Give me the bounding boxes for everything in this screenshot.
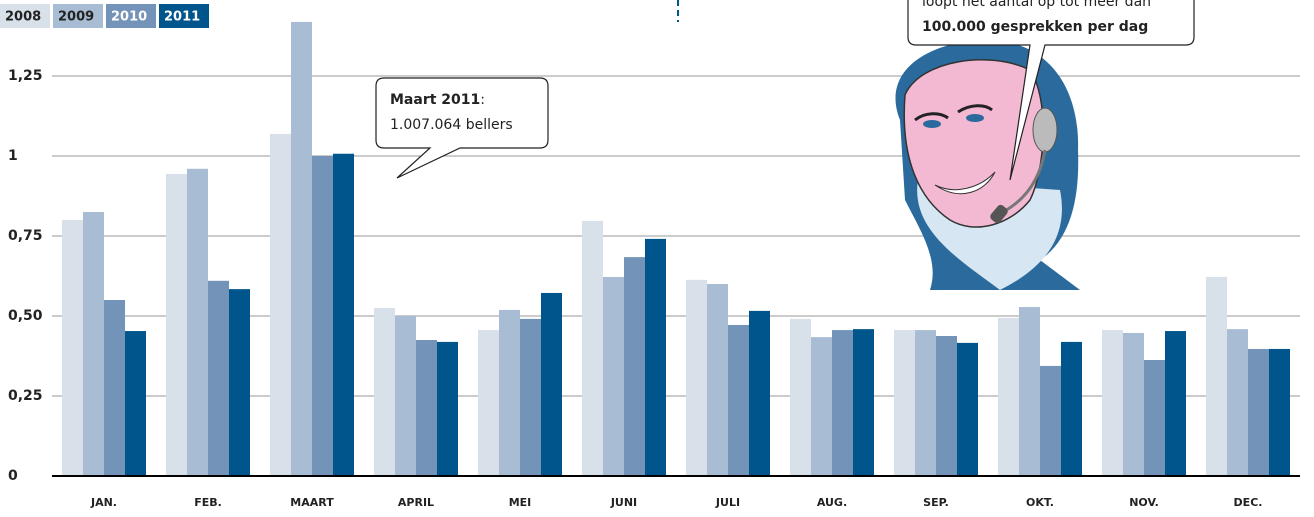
x-tick-label: AUG.: [817, 496, 847, 509]
bar: [125, 331, 146, 476]
x-tick-label: NOV.: [1129, 496, 1159, 509]
y-tick-label: 1,25: [8, 68, 43, 84]
bar: [166, 174, 187, 476]
bar: [645, 239, 666, 476]
bar: [707, 284, 728, 476]
y-tick-label: 0: [8, 468, 18, 484]
bar: [894, 330, 915, 476]
legend-label: 2011: [164, 10, 200, 25]
bar: [1102, 330, 1123, 476]
bar: [499, 310, 520, 476]
bar: [686, 280, 707, 476]
bar: [395, 316, 416, 476]
bar: [1248, 349, 1269, 476]
page: {"chart_data": {"type": "bar", "categori…: [0, 0, 1314, 517]
legend-label: 2010: [111, 10, 147, 25]
x-tick-label: JULI: [715, 496, 740, 509]
annotation-text: 100.000 gesprekken per dag: [922, 19, 1148, 35]
bar: [208, 281, 229, 476]
x-tick-label: SEP.: [923, 496, 949, 509]
x-tick-label: DEC.: [1234, 496, 1263, 509]
chart: Maart 2011: 1.007.064 bellers loopt het …: [0, 0, 1314, 517]
bar: [312, 156, 333, 476]
bar: [437, 342, 458, 476]
bar: [1144, 360, 1165, 476]
bar: [1019, 307, 1040, 476]
bar: [790, 319, 811, 476]
annotation-text: loopt het aantal op tot meer dan: [922, 0, 1151, 10]
annotation-title: Maart 2011: [390, 92, 480, 108]
bar: [83, 212, 104, 476]
bar: [832, 330, 853, 476]
annotation-text: 1.007.064 bellers: [390, 117, 513, 133]
bar: [1227, 329, 1248, 476]
x-tick-label: JAN.: [90, 496, 117, 509]
bar: [749, 311, 770, 476]
bar: [582, 221, 603, 476]
bar: [1165, 331, 1186, 476]
y-tick-label: 0,25: [8, 388, 43, 404]
bar: [915, 330, 936, 476]
y-tick-label: 0,75: [8, 228, 43, 244]
bar: [624, 257, 645, 476]
bar: [811, 337, 832, 476]
y-tick-label: 1: [8, 148, 18, 164]
bar: [62, 220, 83, 476]
bar: [1123, 333, 1144, 476]
bar: [998, 318, 1019, 476]
bar: [936, 336, 957, 476]
bar: [1061, 342, 1082, 476]
bar: [333, 154, 354, 476]
bar: [603, 277, 624, 476]
legend-label: 2009: [58, 10, 94, 25]
annotation: Maart 2011:: [390, 92, 485, 108]
bar: [478, 330, 499, 476]
bar: [416, 340, 437, 476]
x-tick-label: APRIL: [398, 496, 434, 509]
x-tick-label: MAART: [290, 496, 334, 509]
x-tick-label: OKT.: [1026, 496, 1054, 509]
bar: [374, 308, 395, 476]
bar: [291, 22, 312, 476]
x-tick-label: MEI: [509, 496, 532, 509]
y-tick-label: 0,50: [8, 308, 43, 324]
bar: [229, 289, 250, 476]
bar: [187, 169, 208, 476]
bar: [957, 343, 978, 476]
x-tick-label: FEB.: [194, 496, 222, 509]
bar: [1206, 277, 1227, 476]
bar: [853, 329, 874, 476]
bar: [1040, 366, 1061, 476]
illustration: [896, 40, 1080, 290]
bar: [520, 319, 541, 476]
x-tick-label: JUNI: [610, 496, 637, 509]
annotation-separator: :: [480, 92, 485, 108]
bar: [541, 293, 562, 476]
bar: [104, 300, 125, 476]
bar: [270, 134, 291, 476]
bar: [728, 325, 749, 476]
legend-label: 2008: [5, 10, 41, 25]
bar: [1269, 349, 1290, 476]
